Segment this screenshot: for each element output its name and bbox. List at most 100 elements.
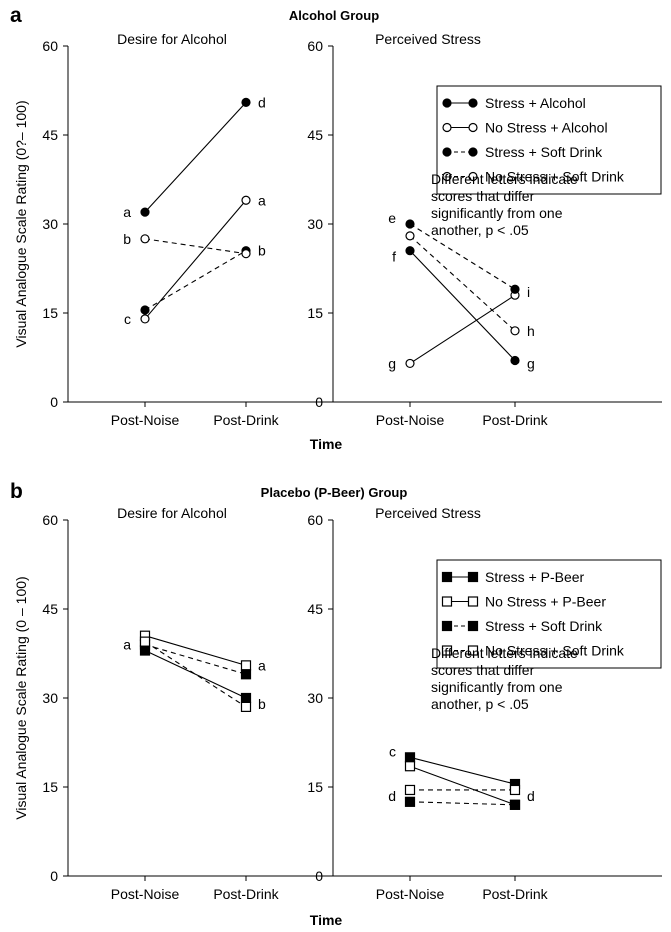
significance-letter: b — [123, 231, 131, 247]
series-line — [144, 250, 247, 311]
data-point — [140, 207, 150, 217]
y-tick-label: 30 — [42, 690, 58, 706]
x-tick-label: Post-Noise — [376, 412, 445, 428]
legend-note: Different letters indicate scores that di… — [431, 645, 578, 712]
legend-marker — [467, 645, 479, 656]
y-axis-label: Visual Analogue Scale Rating (0?– 100) — [13, 100, 29, 347]
y-tick-label: 60 — [307, 38, 323, 54]
series-4 — [409, 235, 516, 332]
y-tick-label: 45 — [42, 601, 58, 617]
y-tick-label: 15 — [307, 305, 323, 321]
panel-a: a Alcohol Group Visual Analogue Scale Rati… — [10, 4, 662, 452]
data-point — [404, 796, 416, 807]
y-tick-label: 60 — [42, 512, 58, 528]
data-point — [241, 249, 251, 259]
significance-letter: a — [123, 204, 131, 220]
legend-marker — [467, 596, 479, 607]
significance-letter: e — [388, 210, 396, 226]
significance-letter: h — [527, 323, 535, 339]
significance-letter: b — [258, 696, 266, 712]
y-tick-label: 15 — [42, 779, 58, 795]
y-tick-label: 45 — [42, 127, 58, 143]
x-tick-label: Post-Drink — [213, 412, 279, 428]
data-point — [240, 660, 252, 671]
data-point — [405, 219, 415, 229]
series-line — [409, 235, 516, 332]
significance-letter: c — [389, 743, 396, 759]
series-line — [409, 765, 516, 806]
data-point — [140, 234, 150, 244]
series-line — [144, 641, 247, 708]
x-tick-label: Post-Noise — [111, 412, 180, 428]
legend-entry: No Stress + P-Beer — [485, 594, 606, 610]
significance-letter: g — [527, 355, 535, 371]
series-line — [144, 101, 247, 213]
y-tick-label: 0 — [315, 868, 323, 884]
significance-letter: a — [258, 657, 266, 673]
x-tick-label: Post-Noise — [376, 886, 445, 902]
series-3 — [144, 644, 247, 675]
y-tick-label: 45 — [307, 601, 323, 617]
legend: Stress + Alcohol No Stress + Alcohol Stres… — [431, 85, 662, 238]
chart-title: Desire for Alcohol — [117, 505, 227, 521]
series-line — [409, 801, 516, 806]
legend-entry: No Stress + Soft Drink — [485, 643, 625, 659]
significance-letter: i — [527, 284, 530, 300]
y-tick-label: 15 — [307, 779, 323, 795]
chart-b-stress: Perceived Stress 0 15 30 45 60 Post-Noise Post-… — [307, 505, 662, 902]
data-point — [405, 358, 415, 369]
data-point — [241, 97, 251, 107]
x-axis-label: Time — [310, 912, 343, 928]
panel-letter: a — [10, 4, 22, 27]
series-line — [144, 635, 247, 666]
legend: Stress + P-Beer No Stress + P-Beer Stress … — [431, 559, 662, 712]
y-tick-label: 0 — [315, 394, 323, 410]
legend-marker — [468, 122, 478, 133]
series-line — [409, 756, 516, 785]
x-tick-label: Post-Drink — [482, 886, 548, 902]
chart-title: Perceived Stress — [375, 505, 481, 521]
legend-marker — [441, 620, 453, 632]
y-tick-label: 0 — [50, 394, 58, 410]
series-1 — [409, 250, 516, 361]
series-2 — [144, 199, 247, 320]
significance-letter: b — [258, 243, 266, 259]
data-point — [509, 784, 521, 796]
series-line — [409, 250, 516, 361]
series-1 — [144, 101, 247, 213]
data-point — [139, 636, 151, 647]
series-3 — [409, 223, 516, 290]
data-point — [240, 692, 252, 704]
series-line — [409, 223, 516, 290]
group-title: Placebo (P-Beer) Group — [261, 485, 408, 500]
legend-entry: Stress + Alcohol — [485, 95, 586, 111]
series-line — [409, 294, 516, 364]
x-tick-label: Post-Drink — [213, 886, 279, 902]
data-point — [510, 284, 520, 294]
y-tick-label: 30 — [307, 216, 323, 232]
x-tick-label: Post-Drink — [482, 412, 548, 428]
y-tick-label: 45 — [307, 127, 323, 143]
data-point — [404, 784, 416, 796]
series-1 — [144, 650, 247, 699]
legend-marker — [442, 122, 452, 133]
y-axis-label: Visual Analogue Scale Rating (0 – 100) — [13, 576, 29, 819]
data-point — [405, 246, 415, 256]
x-tick-label: Post-Noise — [111, 886, 180, 902]
panel-b: b Placebo (P-Beer) Group Visual Analogue S… — [10, 480, 662, 928]
legend-entry: No Stress + Soft Drink — [485, 169, 625, 185]
x-axis-label: Time — [310, 436, 343, 452]
chart-a-desire: Desire for Alcohol 0 15 30 45 60 Post-Noise Pos… — [42, 31, 333, 428]
y-tick-label: 60 — [307, 512, 323, 528]
legend-marker — [442, 98, 452, 108]
series-line — [144, 644, 247, 675]
series-4 — [144, 641, 247, 708]
series-line — [144, 650, 247, 699]
series-2 — [144, 635, 247, 666]
series-4 — [144, 238, 247, 255]
legend-note: Different letters indicate scores that di… — [431, 171, 578, 238]
data-point — [405, 231, 415, 241]
legend-marker — [467, 620, 479, 632]
series-3 — [144, 250, 247, 311]
chart-a-stress: Perceived Stress 0 15 30 45 60 Post-Noise Post-… — [307, 31, 662, 428]
